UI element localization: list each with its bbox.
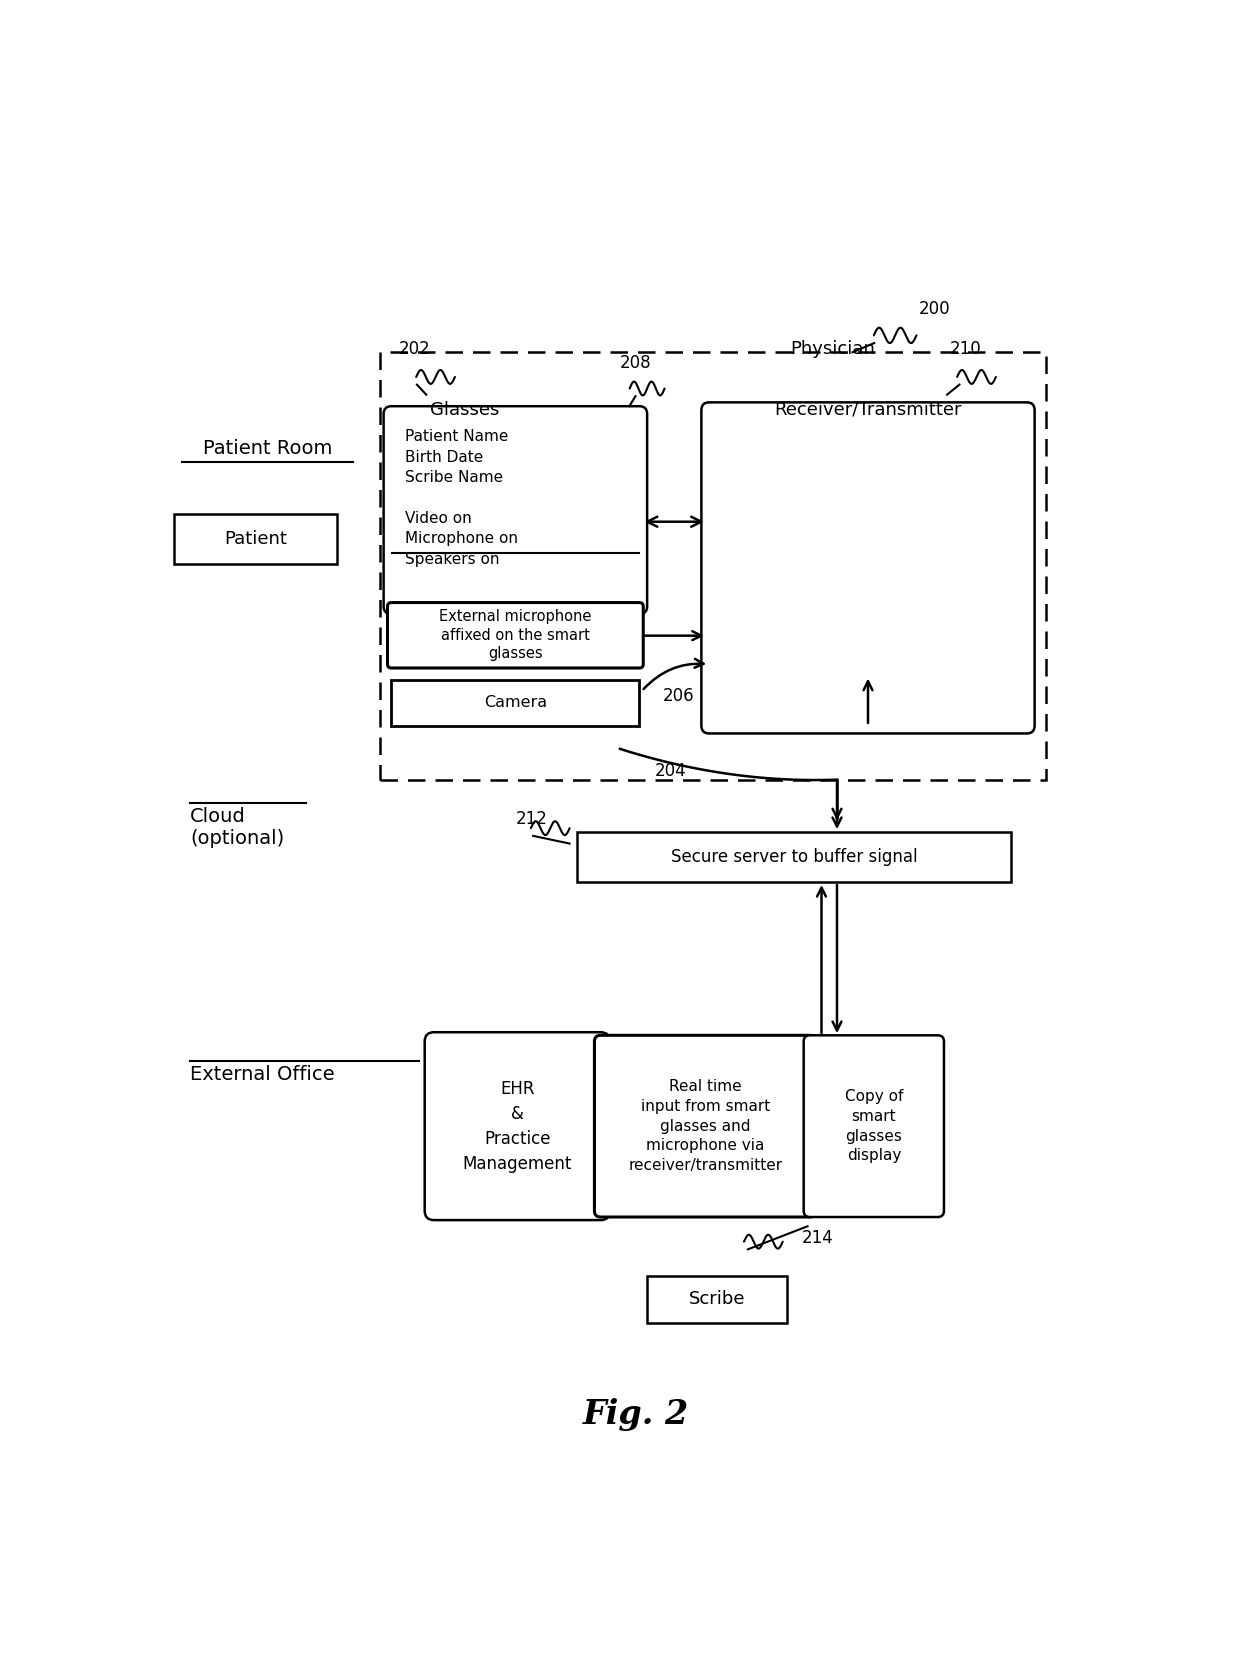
FancyBboxPatch shape — [383, 406, 647, 614]
Text: External Office: External Office — [190, 1065, 335, 1083]
Bar — [379, 352, 1047, 780]
Text: 214: 214 — [802, 1229, 833, 1246]
Text: Fig. 2: Fig. 2 — [583, 1399, 688, 1432]
Text: Copy of
smart
glasses
display: Copy of smart glasses display — [844, 1088, 903, 1163]
Text: 200: 200 — [919, 300, 950, 317]
Text: Cloud
(optional): Cloud (optional) — [190, 806, 284, 848]
FancyBboxPatch shape — [392, 680, 640, 725]
Text: Patient Name
Birth Date
Scribe Name

Video on
Microphone on
Speakers on: Patient Name Birth Date Scribe Name Vide… — [405, 430, 518, 567]
FancyBboxPatch shape — [387, 602, 644, 669]
Text: 204: 204 — [655, 761, 687, 780]
Text: Secure server to buffer signal: Secure server to buffer signal — [671, 848, 918, 866]
Text: Real time
input from smart
glasses and
microphone via
receiver/transmitter: Real time input from smart glasses and m… — [629, 1078, 782, 1173]
Text: 210: 210 — [950, 340, 981, 358]
Text: Scribe: Scribe — [688, 1291, 745, 1309]
Text: Camera: Camera — [484, 695, 547, 710]
Text: Patient Room: Patient Room — [202, 440, 332, 458]
Text: External microphone
affixed on the smart
glasses: External microphone affixed on the smart… — [439, 609, 591, 662]
Text: Patient: Patient — [224, 529, 288, 547]
FancyBboxPatch shape — [702, 403, 1034, 733]
FancyBboxPatch shape — [578, 833, 1012, 883]
Text: 206: 206 — [662, 687, 694, 705]
Text: 212: 212 — [516, 811, 547, 828]
FancyBboxPatch shape — [594, 1035, 816, 1218]
FancyBboxPatch shape — [175, 514, 337, 564]
Text: 202: 202 — [399, 340, 430, 358]
FancyBboxPatch shape — [647, 1276, 786, 1322]
Text: Receiver/Transmitter: Receiver/Transmitter — [774, 401, 962, 418]
FancyBboxPatch shape — [424, 1032, 610, 1219]
FancyBboxPatch shape — [804, 1035, 944, 1218]
Text: 208: 208 — [620, 353, 652, 372]
Text: Glasses: Glasses — [430, 401, 500, 418]
Text: Physician: Physician — [791, 340, 875, 358]
Text: EHR
&
Practice
Management: EHR & Practice Management — [463, 1080, 572, 1173]
